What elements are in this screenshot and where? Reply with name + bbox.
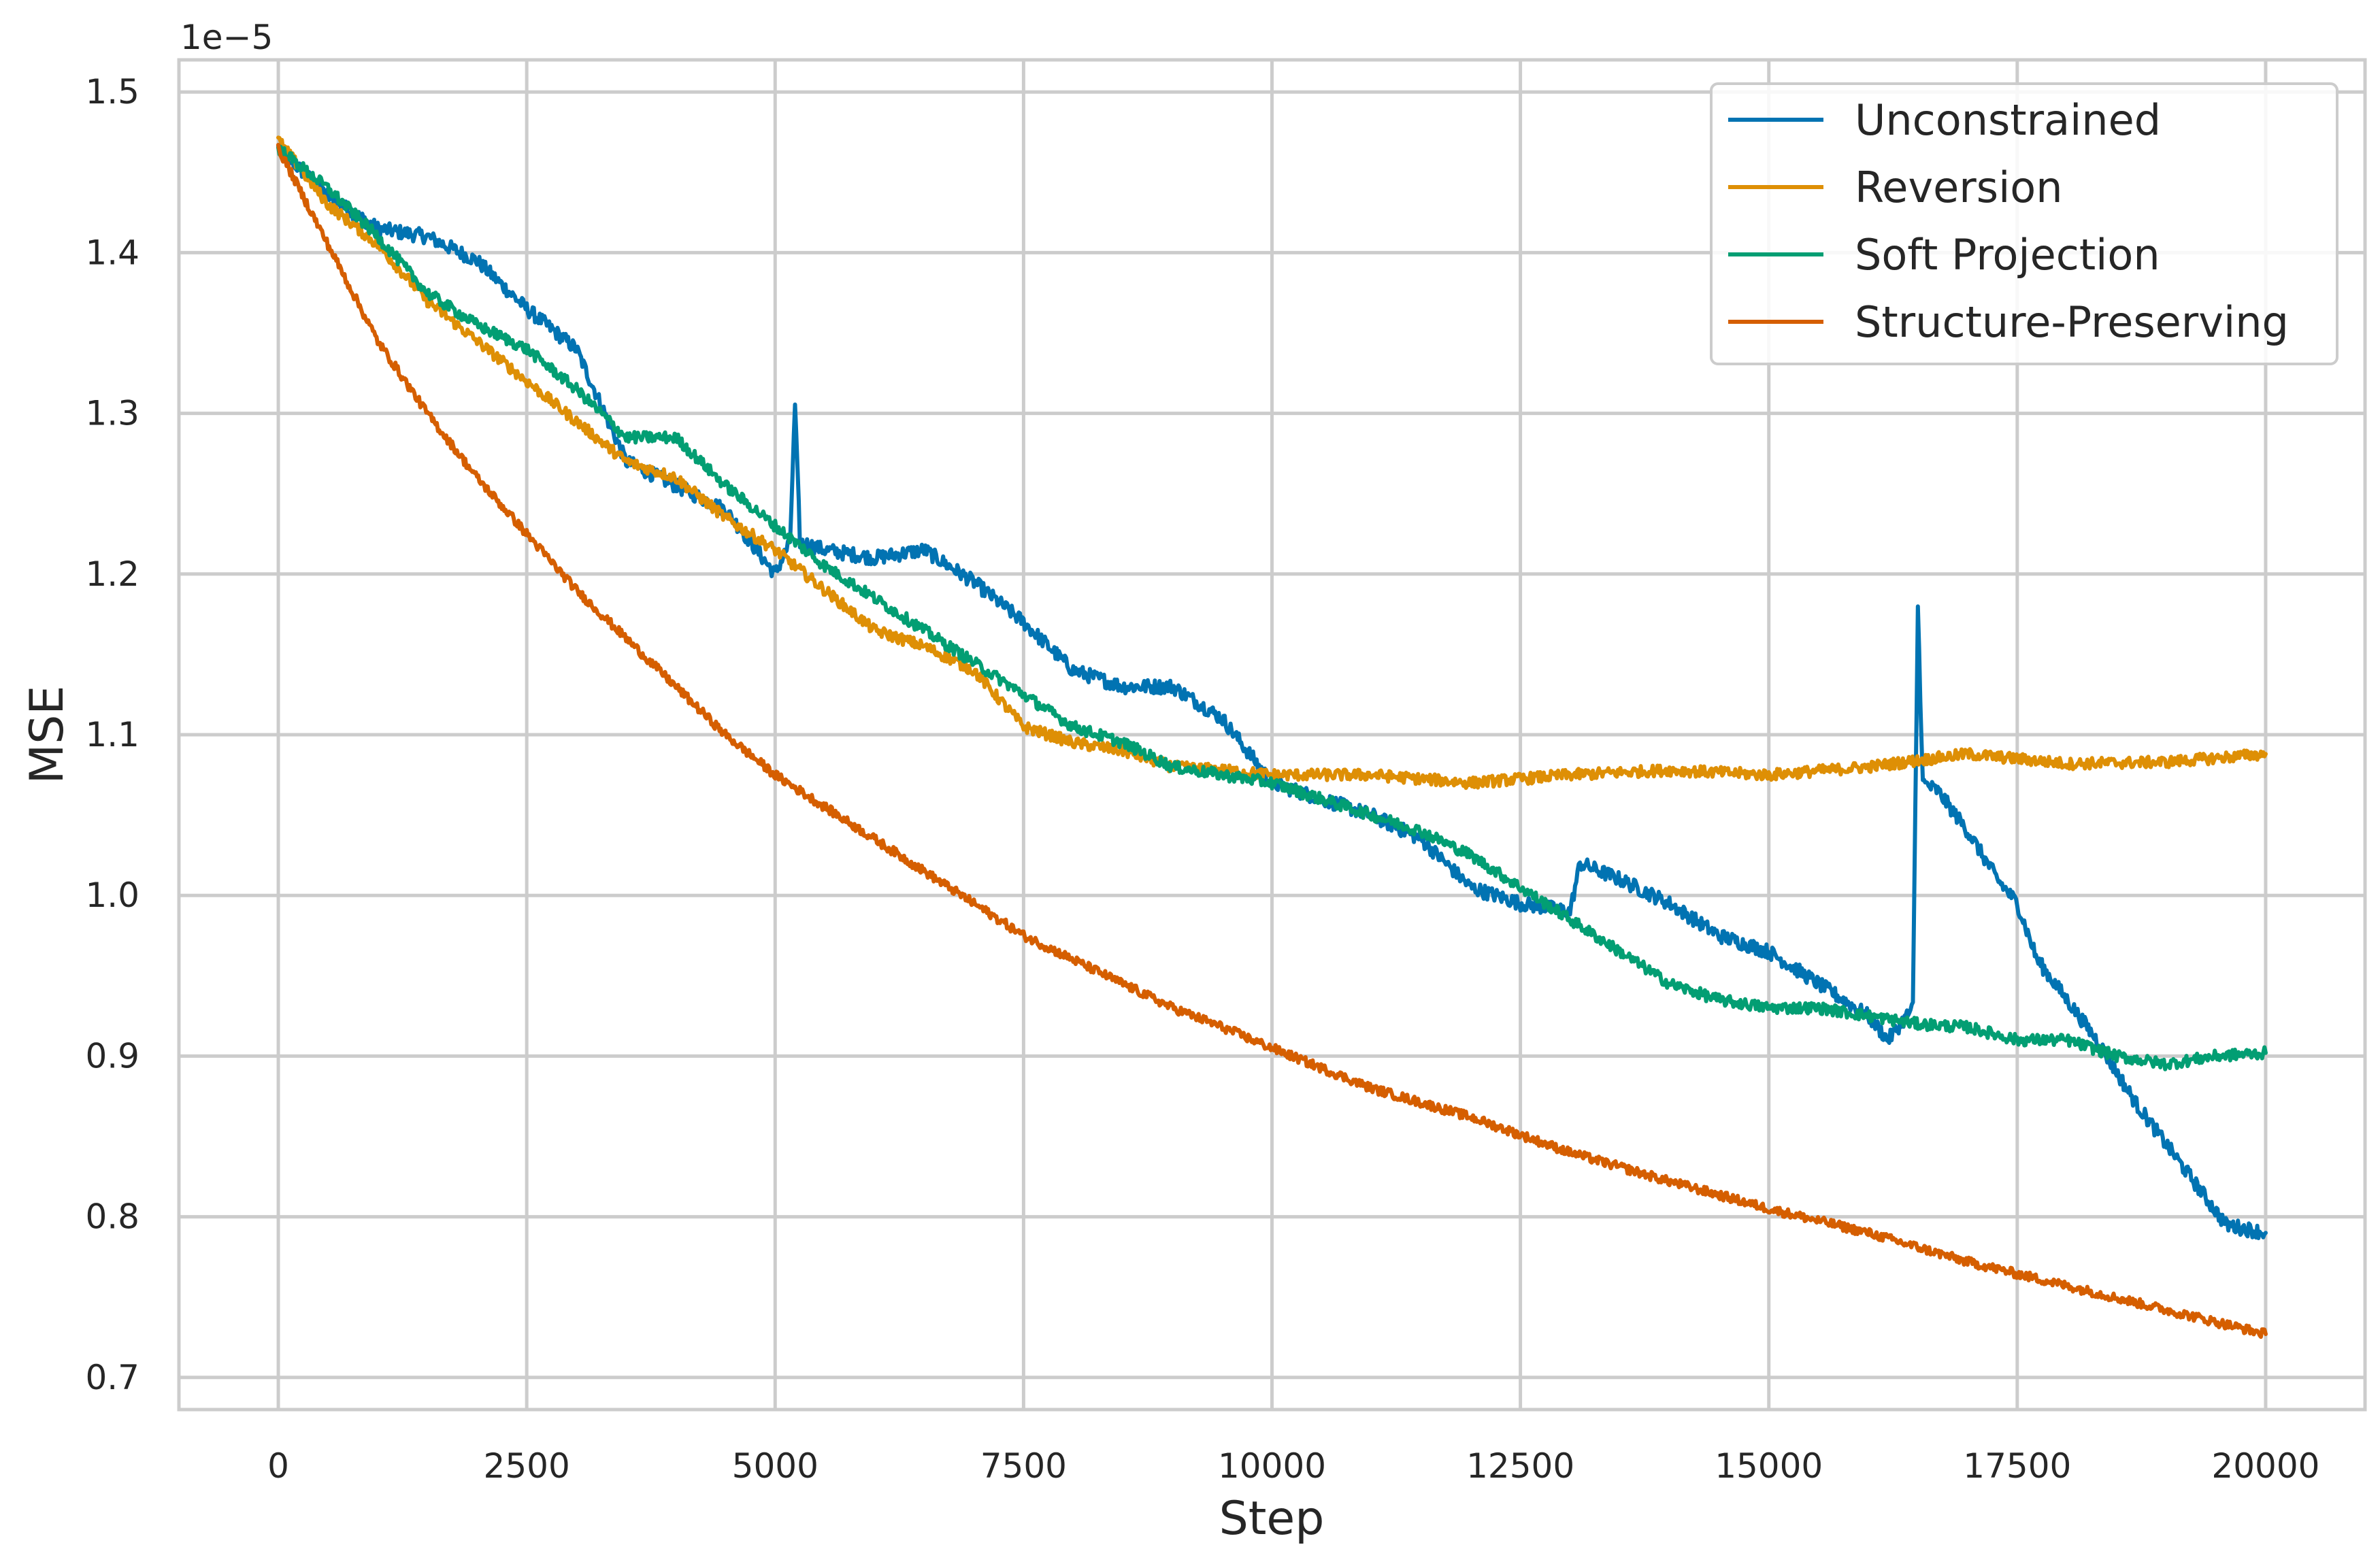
legend: Unconstrained Reversion Soft Projection Str… [1710,82,2338,365]
legend-label: Unconstrained [1855,95,2161,145]
y-tick-label: 0.7 [85,1358,139,1397]
x-axis-title: Step [1219,1492,1325,1546]
x-tick-label: 7500 [980,1446,1067,1486]
x-tick-label: 5000 [732,1446,819,1486]
x-tick-label: 12500 [1466,1446,1574,1486]
x-tick-label: 2500 [484,1446,570,1486]
y-tick-label: 1.2 [85,554,139,594]
x-tick-label: 20000 [2211,1446,2319,1486]
y-tick-label: 1.3 [85,394,139,433]
y-scale-label: 1e−5 [180,18,273,57]
x-tick-label: 10000 [1218,1446,1326,1486]
x-tick-labels: 0 2500 5000 7500 10000 12500 15000 17500 20000 [267,1446,2319,1486]
y-tick-label: 1.5 [85,72,139,112]
y-tick-label: 0.9 [85,1036,139,1076]
series-line-reversion [276,135,2268,791]
series-line-soft-projection [276,144,2268,1071]
legend-label: Soft Projection [1855,230,2160,280]
axes-frame [177,58,2367,1412]
x-tick-label: 17500 [1963,1446,2071,1486]
series-lines [276,135,2268,1340]
legend-label: Reversion [1855,163,2063,212]
legend-box [1710,82,2338,365]
series-line-structure-preserving [276,142,2268,1340]
y-tick-label: 1.0 [85,876,139,915]
y-tick-labels: 0.7 0.8 0.9 1.0 1.1 1.2 1.3 1.4 1.5 [85,72,139,1397]
legend-label: Structure-Preserving [1855,297,2289,347]
x-tick-label: 0 [267,1446,289,1486]
y-tick-label: 0.8 [85,1197,139,1237]
y-tick-label: 1.1 [85,715,139,754]
y-axis-title: MSE [20,686,74,784]
x-tick-label: 15000 [1715,1446,1823,1486]
y-tick-label: 1.4 [85,233,139,272]
